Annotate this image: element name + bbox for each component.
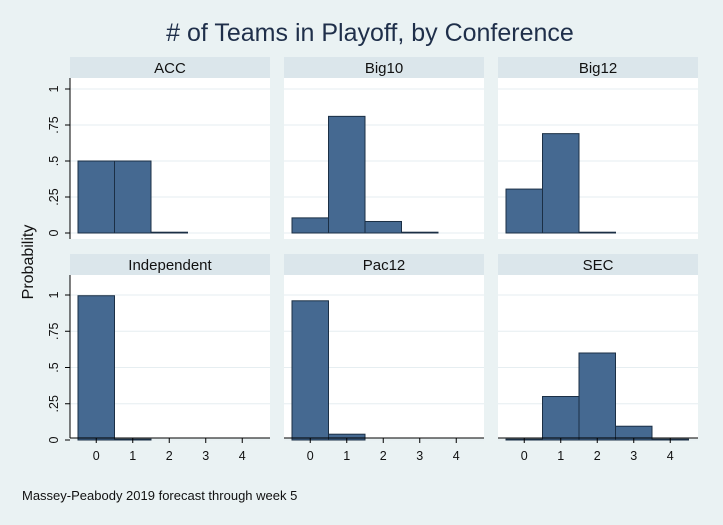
bar-big10-1 [328, 115, 366, 234]
bar-acc-1 [114, 160, 152, 234]
y-tick-label-acc-2: .5 [47, 156, 61, 166]
bar-acc-0 [77, 160, 115, 234]
panels-group: ACC 0 .25 .5 .75 1 Big10 Big12 Independent 0 .25 .5… [47, 57, 698, 463]
strip-big10 [284, 57, 484, 78]
bar-big12-2 [578, 231, 616, 234]
bar-sec-1 [542, 396, 580, 441]
bar-big10-0 [291, 217, 329, 234]
x-tick-label-sec-1: 1 [557, 449, 564, 463]
chart-note: Massey-Peabody 2019 forecast through wee… [22, 488, 297, 503]
strip-label-pac12: Pac12 [363, 257, 406, 274]
bar-big10-2 [364, 220, 402, 234]
bar-independent-0 [77, 295, 115, 441]
x-tick-label-pac12-1: 1 [343, 449, 350, 463]
y-tick-label-acc-3: .75 [47, 116, 61, 133]
bar-sec-2 [578, 352, 616, 441]
chart-title: # of Teams in Playoff, by Conference [166, 19, 574, 47]
x-tick-label-pac12-3: 3 [416, 449, 423, 463]
y-tick-label-independent-0: 0 [47, 436, 61, 443]
strip-sec [498, 254, 698, 275]
strip-label-big10: Big10 [365, 60, 403, 77]
y-tick-label-independent-1: .25 [47, 395, 61, 412]
y-tick-label-independent-4: 1 [47, 291, 61, 298]
strip-big12 [498, 57, 698, 78]
x-tick-label-independent-0: 0 [93, 449, 100, 463]
bar-acc-2 [150, 231, 188, 234]
x-tick-label-independent-3: 3 [202, 449, 209, 463]
strip-acc [70, 57, 270, 78]
x-tick-label-pac12-0: 0 [307, 449, 314, 463]
y-tick-label-acc-0: 0 [47, 229, 61, 236]
x-tick-label-sec-0: 0 [521, 449, 528, 463]
x-tick-label-pac12-4: 4 [453, 449, 460, 463]
strip-independent [70, 254, 270, 275]
strip-label-sec: SEC [583, 257, 614, 274]
y-axis-label: Probability [20, 225, 37, 300]
y-tick-label-independent-2: .5 [47, 362, 61, 372]
bar-pac12-0 [291, 300, 329, 441]
x-tick-label-sec-4: 4 [667, 449, 674, 463]
y-tick-label-independent-3: .75 [47, 323, 61, 340]
x-tick-label-independent-2: 2 [166, 449, 173, 463]
strip-label-big12: Big12 [579, 60, 617, 77]
x-tick-label-independent-1: 1 [129, 449, 136, 463]
strip-pac12 [284, 254, 484, 275]
y-tick-label-acc-4: 1 [47, 85, 61, 92]
x-tick-label-independent-4: 4 [239, 449, 246, 463]
x-tick-label-sec-2: 2 [594, 449, 601, 463]
strip-label-acc: ACC [154, 60, 186, 77]
plot-area-big10 [284, 78, 484, 239]
bar-big12-0 [505, 188, 543, 234]
x-tick-label-sec-3: 3 [630, 449, 637, 463]
bar-big10-3 [401, 231, 439, 234]
y-tick-label-acc-1: .25 [47, 188, 61, 205]
strip-label-independent: Independent [128, 257, 212, 274]
x-tick-label-pac12-2: 2 [380, 449, 387, 463]
bar-big12-1 [542, 133, 580, 234]
